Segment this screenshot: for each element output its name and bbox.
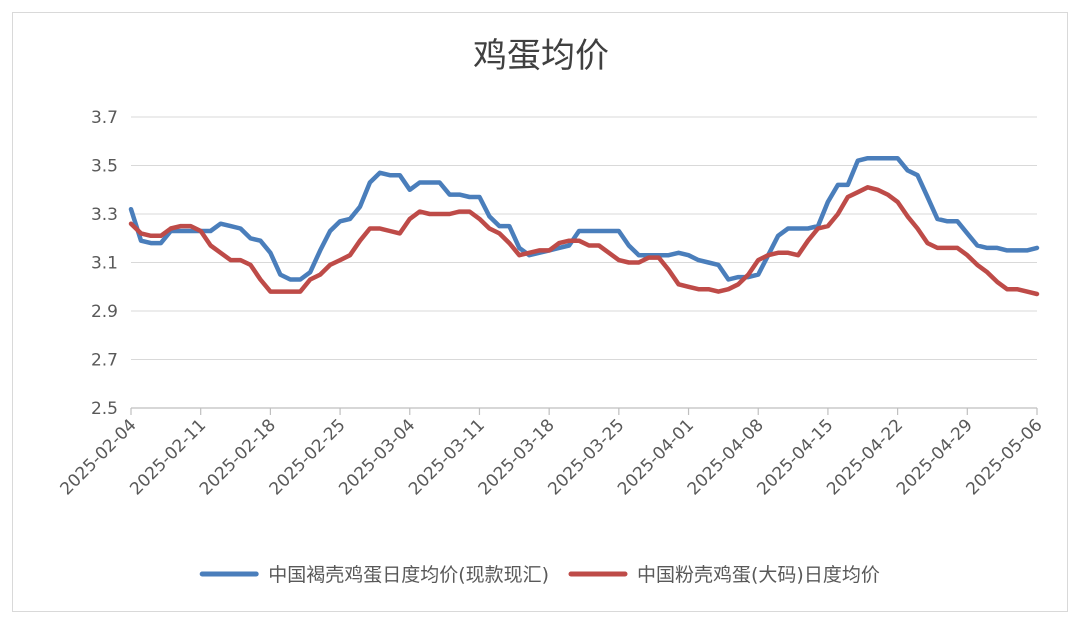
chart-frame: 鸡蛋均价 2.5 2.7 2.9 3.1 3.3 3.5 3.7 2025-02-04 202… [12,12,1068,612]
legend: 中国褐壳鸡蛋日度均价(现款现汇) 中国粉壳鸡蛋(大码)日度均价 [199,564,880,586]
y-tick-label: 3.1 [91,254,118,274]
gridlines [131,116,1037,360]
x-axis [130,407,1038,415]
y-tick-label: 2.9 [91,302,118,322]
y-tick-label: 2.7 [91,351,118,371]
series-line-1 [128,155,1040,282]
series-line-2 [128,185,1040,297]
legend-label: 中国褐壳鸡蛋日度均价(现款现汇) [268,564,549,586]
legend-entry-1: 中国褐壳鸡蛋日度均价(现款现汇) [199,564,549,586]
y-tick-label: 3.7 [91,108,118,128]
y-tick-label: 3.3 [91,205,118,225]
series-lines [128,155,1040,297]
line-chart: 鸡蛋均价 2.5 2.7 2.9 3.1 3.3 3.5 3.7 2025-02-04202… [57,36,1047,586]
y-axis-tick-labels: 2.5 2.7 2.9 3.1 3.3 3.5 3.7 [91,108,118,419]
legend-label: 中国粉壳鸡蛋(大码)日度均价 [637,564,880,586]
x-axis-tick-labels: 2025-02-042025-02-112025-02-182025-02-25… [57,415,1047,499]
chart-title: 鸡蛋均价 [473,36,609,76]
legend-entry-2: 中国粉壳鸡蛋(大码)日度均价 [568,564,880,586]
y-tick-label: 2.5 [91,399,118,419]
y-tick-label: 3.5 [91,157,118,177]
